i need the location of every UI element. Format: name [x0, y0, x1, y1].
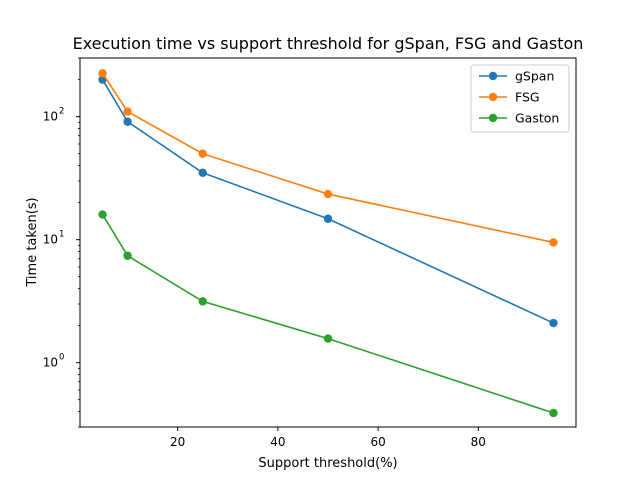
legend-item: gSpan: [479, 69, 554, 84]
data-point: [123, 117, 132, 126]
y-tick-exponent: 2: [59, 107, 64, 117]
data-point: [549, 318, 558, 328]
y-tick-base: 10: [43, 110, 58, 124]
legend-item: FSG: [479, 90, 540, 105]
x-tick-label: 80: [471, 435, 486, 449]
series-gspan: [98, 75, 558, 328]
x-tick-label: 60: [370, 435, 385, 449]
chart-title: Execution time vs support threshold for …: [73, 34, 584, 53]
data-point: [549, 238, 558, 247]
legend-swatch-marker: [488, 113, 498, 123]
data-point: [198, 149, 207, 158]
x-tick-label: 20: [170, 435, 185, 449]
data-point: [198, 168, 207, 177]
data-point: [323, 189, 333, 199]
series-fsg: [98, 69, 558, 247]
legend-label: gSpan: [515, 69, 554, 84]
y-tick-base: 10: [43, 233, 58, 247]
plot-area: [98, 69, 558, 418]
data-point: [123, 107, 132, 116]
legend-item: Gaston: [479, 111, 559, 126]
legend-swatch-marker: [488, 71, 498, 81]
y-tick-base: 10: [43, 356, 58, 370]
series-gaston: [98, 210, 558, 418]
legend-swatch-marker: [488, 92, 498, 102]
data-point: [198, 297, 207, 306]
data-point: [98, 69, 107, 78]
legend-label: Gaston: [515, 111, 559, 126]
y-tick-label: 10: [43, 110, 58, 124]
axes-frame: [79, 57, 577, 428]
data-point: [323, 214, 333, 223]
data-point: [323, 334, 333, 343]
data-point: [123, 251, 132, 260]
data-point: [549, 408, 558, 418]
x-axis: 20 40 60 80: [170, 427, 486, 449]
x-axis-label: Support threshold(%): [258, 456, 397, 471]
x-tick-label: 40: [270, 435, 285, 449]
legend-label: FSG: [515, 90, 540, 105]
y-tick-exponent: 1: [59, 230, 64, 240]
y-tick-label: 10: [43, 233, 58, 247]
y-axis-label: Time taken(s): [25, 197, 40, 287]
legend: gSpan FSG Gaston: [470, 64, 570, 133]
y-tick-exponent: 0: [59, 353, 64, 363]
y-tick-label: 10: [43, 356, 58, 370]
data-point: [98, 210, 107, 219]
